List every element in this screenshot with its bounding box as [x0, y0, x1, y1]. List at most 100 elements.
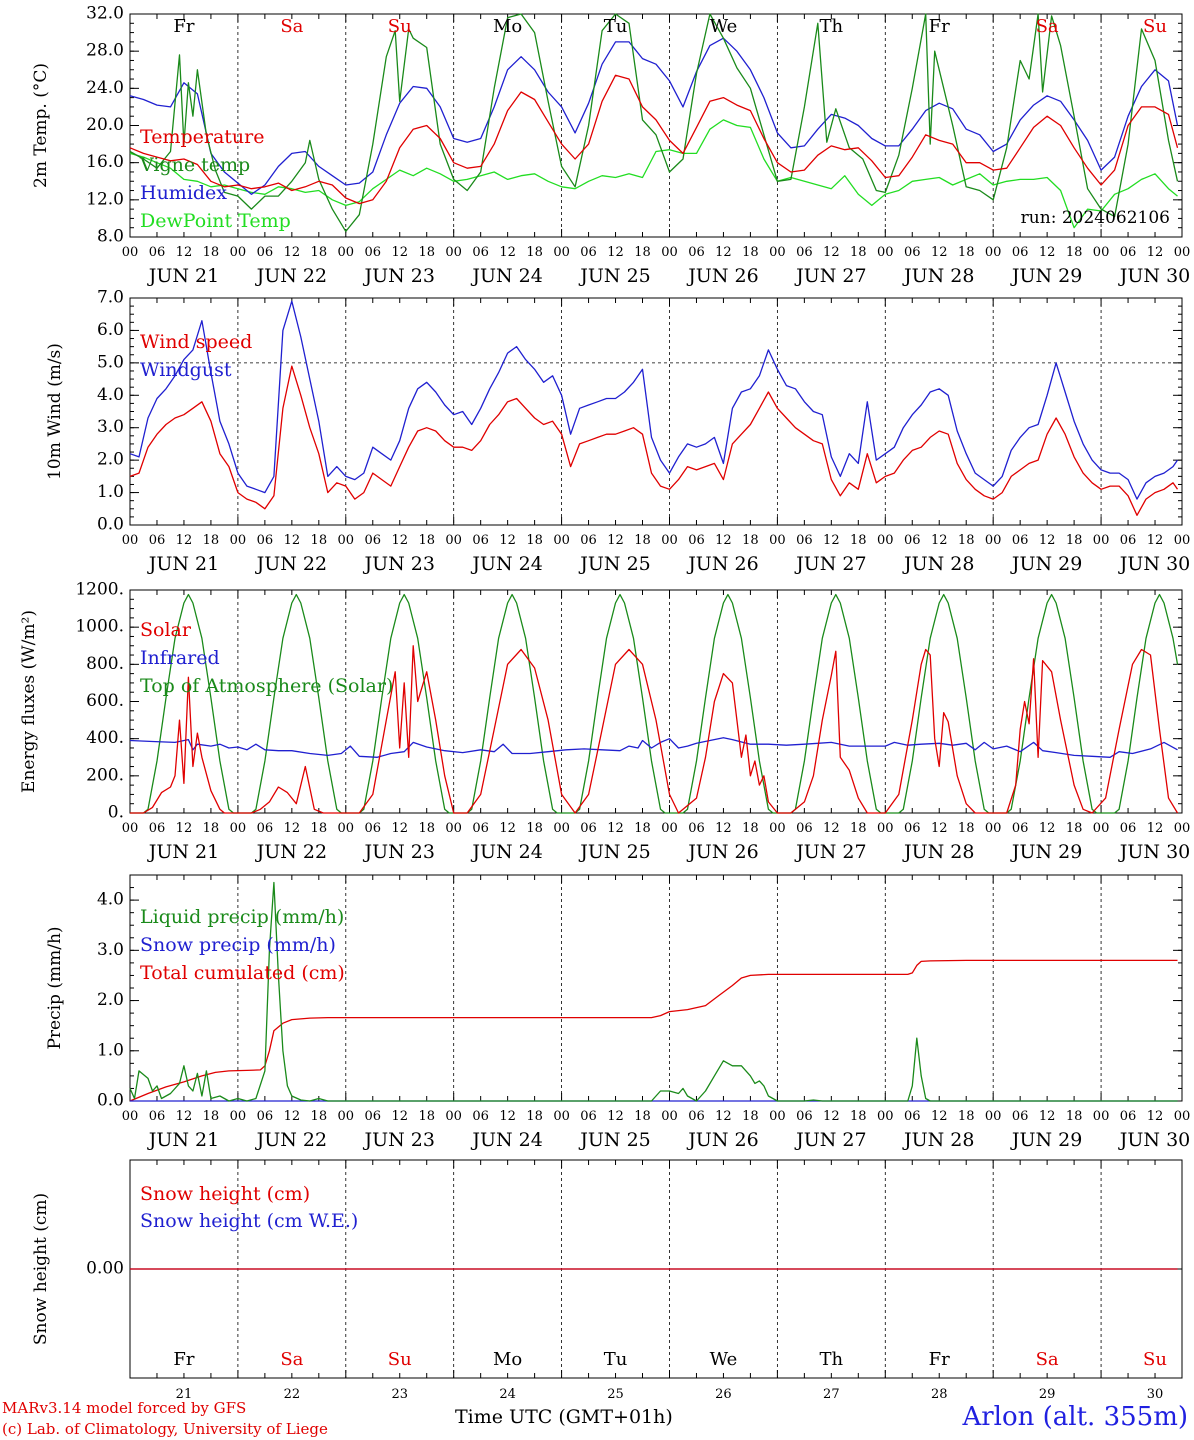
weekday-label: We	[710, 16, 738, 37]
hour-tick-label: 00	[1174, 245, 1191, 260]
hour-tick-label: 12	[284, 821, 301, 836]
hour-tick-label: 00	[661, 1109, 678, 1124]
hour-tick-label: 12	[1039, 1109, 1056, 1124]
legend-entry: Snow precip (mm/h)	[140, 934, 336, 956]
y-tick-label: 800.	[86, 654, 124, 674]
day-number-label: 30	[1147, 1387, 1164, 1402]
hour-tick-label: 18	[742, 1109, 759, 1124]
hour-tick-label: 18	[203, 245, 220, 260]
y-axis-title: Precip (mm/h)	[45, 926, 65, 1049]
hour-tick-label: 18	[311, 821, 328, 836]
date-label: JUN 21	[147, 1129, 219, 1151]
chart-panel-4: 0.0 1.0 2.0 3.0 4.0 Precip (mm/h) Liquid preci…	[45, 874, 1191, 1151]
date-label: JUN 30	[1118, 265, 1190, 287]
hour-tick-label: 18	[311, 245, 328, 260]
hour-tick-label: 00	[769, 1109, 786, 1124]
hour-tick-label: 06	[472, 533, 489, 548]
hour-tick-label: 18	[742, 245, 759, 260]
hour-tick-label: 12	[931, 533, 948, 548]
date-label: JUN 24	[470, 841, 542, 863]
hour-tick-label: 00	[230, 821, 247, 836]
hour-tick-label: 12	[715, 533, 732, 548]
date-label: JUN 27	[794, 265, 866, 287]
hour-tick-label: 06	[1120, 533, 1137, 548]
day-number-label: 23	[391, 1387, 408, 1402]
day-number-label: 26	[715, 1387, 732, 1402]
legend-entry: Snow height (cm W.E.)	[140, 1210, 358, 1232]
weekday-label: Fr	[929, 16, 950, 37]
hour-tick-label: 12	[715, 1109, 732, 1124]
date-label: JUN 26	[686, 1129, 758, 1151]
series-line-liquid-precip-mm-h	[129, 881, 1178, 1102]
date-label: JUN 23	[363, 1129, 435, 1151]
hour-tick-label: 06	[257, 1109, 274, 1124]
hour-tick-label: 12	[1039, 533, 1056, 548]
hour-tick-label: 06	[796, 245, 813, 260]
hour-tick-label: 00	[1174, 1109, 1191, 1124]
hour-tick-label: 18	[1066, 821, 1083, 836]
series-line-temperature	[129, 74, 1179, 205]
hour-tick-label: 06	[257, 533, 274, 548]
hour-tick-label: 06	[1120, 821, 1137, 836]
weekday-label: Tu	[604, 1349, 628, 1370]
hour-tick-label: 00	[1174, 533, 1191, 548]
date-label: JUN 22	[255, 1129, 327, 1151]
hour-tick-label: 12	[823, 533, 840, 548]
hour-tick-label: 18	[634, 821, 651, 836]
hour-tick-label: 18	[418, 533, 435, 548]
hour-tick-label: 18	[526, 1109, 543, 1124]
date-label: JUN 21	[147, 265, 219, 287]
hour-tick-label: 18	[203, 533, 220, 548]
hour-tick-label: 18	[526, 533, 543, 548]
weekday-label: We	[710, 1349, 738, 1370]
legend-entry: Wind speed	[140, 331, 252, 353]
legend-entry: Liquid precip (mm/h)	[140, 906, 344, 928]
day-number-label: 28	[931, 1387, 948, 1402]
series-line-wind-speed	[129, 365, 1179, 516]
x-axis-title: Time UTC (GMT+01h)	[455, 1406, 673, 1428]
y-tick-label: 0.0	[97, 1091, 124, 1111]
date-label: JUN 26	[686, 265, 758, 287]
hour-tick-label: 00	[769, 245, 786, 260]
legend-entry: Vigne temp	[139, 154, 250, 176]
chart-panel-2: 0.0 1.0 2.0 3.0 4.0 5.0 6.0 7.0 10m Wind (m/s) Wi…	[45, 288, 1190, 576]
hour-tick-label: 18	[311, 533, 328, 548]
hour-tick-label: 18	[526, 245, 543, 260]
day-number-label: 25	[607, 1387, 624, 1402]
hour-tick-label: 00	[338, 1109, 355, 1124]
weekday-label: Mo	[493, 16, 522, 37]
hour-tick-label: 00	[122, 1109, 139, 1124]
hour-tick-label: 18	[958, 1109, 975, 1124]
hour-tick-label: 00	[445, 245, 462, 260]
y-tick-label: 200.	[86, 765, 124, 785]
hour-tick-label: 00	[230, 245, 247, 260]
series-line-windgust	[129, 300, 1179, 500]
hour-tick-label: 12	[931, 821, 948, 836]
hour-tick-label: 12	[176, 245, 193, 260]
hour-tick-label: 06	[472, 821, 489, 836]
hour-tick-label: 00	[985, 533, 1002, 548]
series-line-solar	[130, 645, 1179, 814]
hour-tick-label: 00	[338, 245, 355, 260]
weekday-label: Fr	[173, 16, 194, 37]
day-number-label: 27	[823, 1387, 840, 1402]
hour-tick-label: 12	[176, 1109, 193, 1124]
date-label: JUN 25	[578, 1129, 650, 1151]
plot-frame	[129, 13, 1183, 238]
date-label: JUN 22	[255, 553, 327, 575]
date-label: JUN 22	[255, 841, 327, 863]
hour-tick-label: 12	[284, 533, 301, 548]
hour-tick-label: 06	[580, 533, 597, 548]
hour-tick-label: 00	[661, 533, 678, 548]
hour-tick-label: 18	[418, 1109, 435, 1124]
date-label: JUN 21	[147, 841, 219, 863]
hour-tick-label: 12	[1039, 245, 1056, 260]
hour-tick-label: 12	[176, 533, 193, 548]
hour-tick-label: 06	[149, 821, 166, 836]
hour-tick-label: 18	[850, 245, 867, 260]
hour-tick-label: 06	[149, 533, 166, 548]
hour-tick-label: 18	[203, 821, 220, 836]
hour-tick-label: 18	[850, 533, 867, 548]
legend-entry: Top of Atmosphere (Solar)	[140, 675, 393, 697]
hour-tick-label: 00	[230, 1109, 247, 1124]
